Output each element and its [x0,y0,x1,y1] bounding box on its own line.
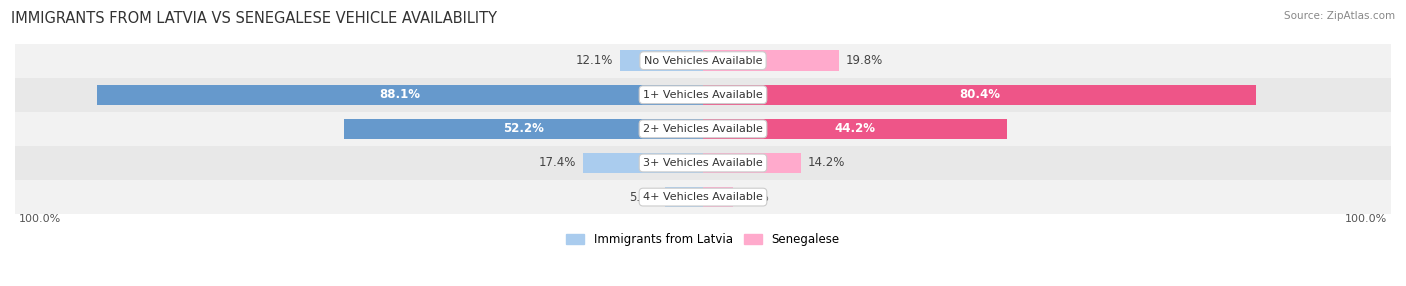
Bar [703,85,1256,105]
Bar [15,146,1391,180]
Text: 19.8%: 19.8% [846,54,883,67]
Bar [15,78,1391,112]
Bar [703,153,800,173]
Bar [15,43,1391,78]
Bar [665,187,703,207]
Bar [344,119,703,139]
Bar [15,180,1391,214]
Text: 1+ Vehicles Available: 1+ Vehicles Available [643,90,763,100]
Bar [703,187,733,207]
Bar [703,50,839,71]
Text: 44.2%: 44.2% [835,122,876,135]
Text: 17.4%: 17.4% [538,156,576,170]
Bar [97,85,703,105]
Text: 52.2%: 52.2% [503,122,544,135]
Text: 3+ Vehicles Available: 3+ Vehicles Available [643,158,763,168]
Text: Source: ZipAtlas.com: Source: ZipAtlas.com [1284,11,1395,21]
Text: 88.1%: 88.1% [380,88,420,101]
Text: 80.4%: 80.4% [959,88,1000,101]
Text: 2+ Vehicles Available: 2+ Vehicles Available [643,124,763,134]
Legend: Immigrants from Latvia, Senegalese: Immigrants from Latvia, Senegalese [567,233,839,246]
Bar [15,112,1391,146]
Text: 100.0%: 100.0% [1346,214,1388,224]
Text: No Vehicles Available: No Vehicles Available [644,56,762,66]
Text: 4.3%: 4.3% [740,190,769,204]
Text: 100.0%: 100.0% [18,214,60,224]
Bar [703,119,1007,139]
Text: 12.1%: 12.1% [575,54,613,67]
Text: 14.2%: 14.2% [807,156,845,170]
Bar [583,153,703,173]
Text: 5.5%: 5.5% [628,190,658,204]
Bar [620,50,703,71]
Text: 4+ Vehicles Available: 4+ Vehicles Available [643,192,763,202]
Text: IMMIGRANTS FROM LATVIA VS SENEGALESE VEHICLE AVAILABILITY: IMMIGRANTS FROM LATVIA VS SENEGALESE VEH… [11,11,498,26]
